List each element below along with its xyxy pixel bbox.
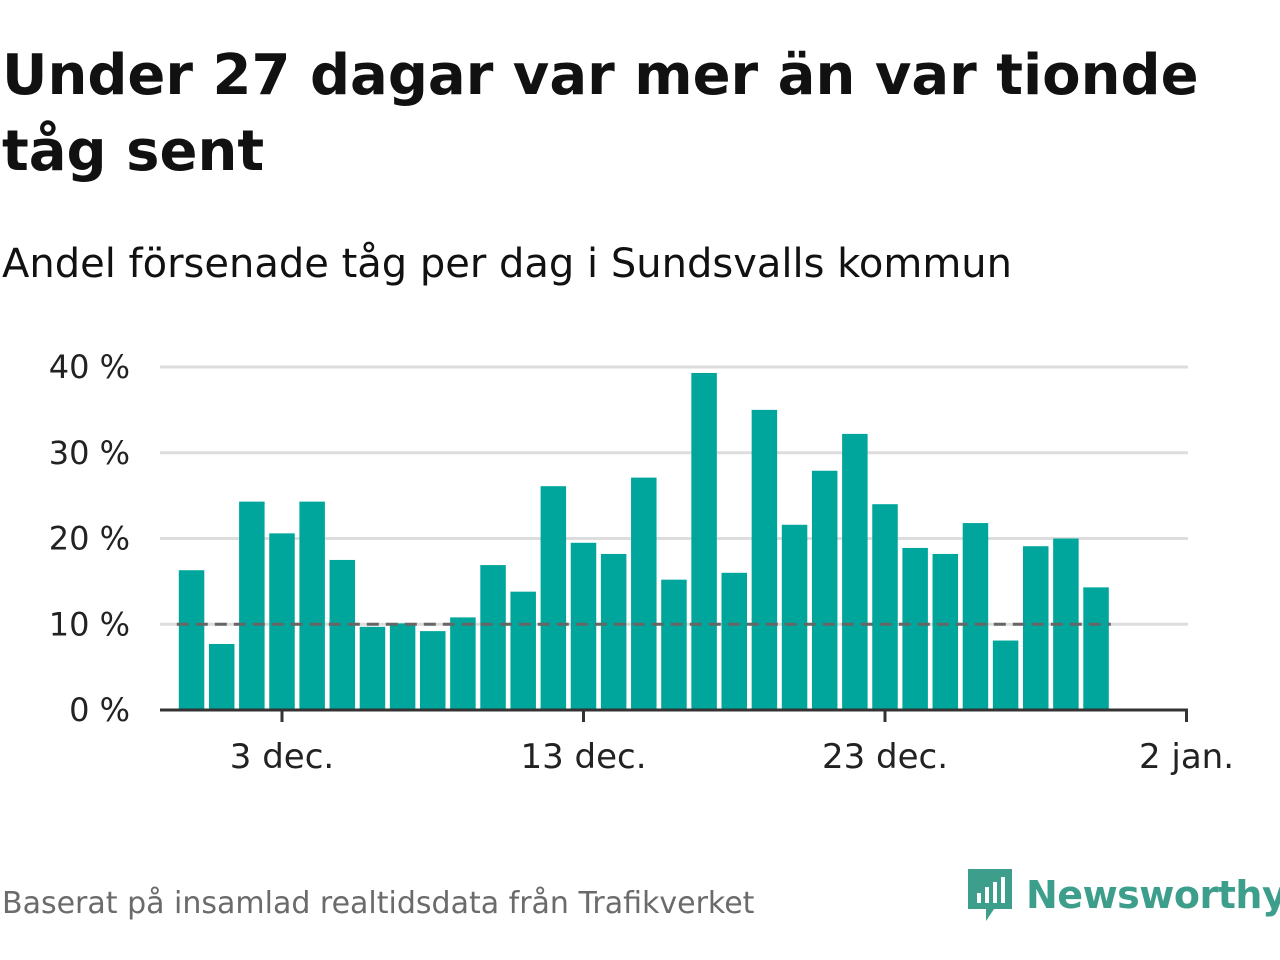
bar (600, 553, 627, 710)
bar (208, 643, 235, 710)
x-tick-labels: 3 dec. 13 dec. 23 dec. 2 jan. (230, 737, 1234, 777)
bar (872, 504, 898, 710)
bar (359, 626, 386, 710)
bar (721, 572, 747, 710)
bar (570, 542, 597, 710)
bar (329, 559, 356, 710)
source-note: Baserat på insamlad realtidsdata från Tr… (2, 886, 755, 921)
x-tick-label: 3 dec. (230, 737, 334, 777)
bar (691, 373, 717, 710)
bar (1083, 587, 1109, 710)
bar (510, 591, 536, 710)
y-tick-label: 30 % (49, 434, 130, 472)
newsworthy-logo-icon (968, 869, 1012, 921)
y-tick-label: 40 % (49, 348, 130, 386)
bar (239, 501, 265, 710)
x-tick-label: 23 dec. (822, 737, 948, 777)
bar (902, 547, 928, 710)
y-tick-labels: 0 % 10 % 20 % 30 % 40 % (49, 348, 130, 729)
bar (992, 640, 1019, 710)
x-tick-label: 2 jan. (1139, 737, 1234, 777)
chart-title: Under 27 dagar var mer än var tionde tåg… (2, 43, 1199, 184)
bar (299, 501, 325, 710)
logo-text: Newsworthy (1026, 873, 1280, 917)
bar (781, 524, 808, 710)
axes (160, 708, 1188, 722)
chart-subtitle: Andel försenade tåg per dag i Sundsvalls… (2, 241, 1012, 287)
bar (842, 433, 868, 710)
bar (450, 617, 476, 710)
newsworthy-logo: Newsworthy (964, 862, 1280, 928)
bar (751, 409, 778, 710)
bar (480, 565, 506, 710)
bar (178, 570, 205, 710)
bar (1023, 546, 1049, 710)
bar (631, 477, 657, 710)
bar (932, 553, 959, 710)
bar-chart: 0 % 10 % 20 % 30 % 40 % 3 dec. 13 dec. 23 dec.… (49, 348, 1234, 777)
bar (420, 631, 446, 710)
bar (269, 533, 295, 710)
bar (540, 486, 567, 710)
bars (178, 373, 1109, 710)
bar (389, 623, 416, 710)
bar (811, 470, 838, 710)
y-tick-label: 10 % (49, 605, 130, 643)
y-tick-label: 20 % (49, 520, 130, 558)
bar (962, 523, 989, 710)
y-tick-label: 0 % (69, 691, 130, 729)
x-tick-label: 13 dec. (520, 737, 646, 777)
bar (661, 579, 687, 710)
